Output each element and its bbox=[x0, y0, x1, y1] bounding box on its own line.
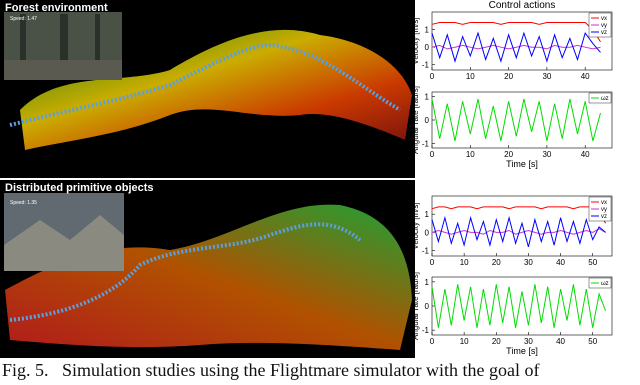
legend-box bbox=[588, 92, 612, 104]
caption: Fig. 5. Simulation studies using the Fli… bbox=[2, 360, 540, 380]
x-axis-label: Time [s] bbox=[506, 346, 538, 356]
y-tick-label: 0 bbox=[425, 228, 430, 237]
legend-label: ωz bbox=[601, 281, 609, 287]
legend-box bbox=[588, 277, 612, 289]
image-label: Forest environment bbox=[5, 2, 108, 14]
x-tick-label: 0 bbox=[430, 337, 435, 346]
y-tick-label: 0 bbox=[425, 116, 430, 125]
y-tick-label: 1 bbox=[425, 93, 430, 102]
y-axis-label: Angular rate [rad/s] bbox=[411, 272, 420, 340]
y-tick-label: 0 bbox=[425, 43, 430, 52]
legend-label: vy bbox=[601, 23, 607, 29]
y-axis-label: Velocity [m/s] bbox=[411, 202, 420, 249]
x-tick-label: 10 bbox=[460, 258, 469, 267]
objects-image bbox=[0, 180, 415, 358]
y-tick-label: -1 bbox=[422, 326, 430, 335]
x-tick-label: 10 bbox=[466, 72, 475, 81]
image-label: Distributed primitive objects bbox=[5, 182, 154, 194]
x-tick-label: 20 bbox=[492, 258, 501, 267]
y-tick-label: -1 bbox=[422, 61, 430, 70]
x-tick-label: 0 bbox=[430, 150, 435, 159]
y-tick-label: 1 bbox=[425, 26, 430, 35]
x-tick-label: 30 bbox=[524, 337, 533, 346]
legend-box bbox=[588, 196, 612, 222]
y-tick-label: 1 bbox=[425, 210, 430, 219]
x-tick-label: 0 bbox=[430, 258, 435, 267]
plot-frame bbox=[431, 276, 613, 336]
inset-speed: Speed: 1.47 bbox=[10, 16, 37, 22]
x-tick-label: 50 bbox=[588, 258, 597, 267]
legend-label: vy bbox=[601, 207, 607, 213]
x-tick-label: 30 bbox=[524, 258, 533, 267]
x-tick-label: 10 bbox=[460, 337, 469, 346]
x-tick-label: 40 bbox=[581, 72, 590, 81]
plot-frame bbox=[431, 195, 613, 257]
x-tick-label: 40 bbox=[556, 258, 565, 267]
legend-label: vx bbox=[601, 200, 607, 206]
legend-label: ωz bbox=[601, 96, 609, 102]
y-axis-label: Angular rate [rad/s] bbox=[411, 86, 420, 154]
series-line bbox=[431, 31, 601, 63]
x-tick-label: 10 bbox=[466, 150, 475, 159]
figure-graphics: Forest environment Speed: 1.47 Distributed… bbox=[0, 0, 613, 358]
series-line bbox=[431, 206, 607, 224]
x-tick-label: 20 bbox=[492, 337, 501, 346]
x-tick-label: 30 bbox=[542, 150, 551, 159]
legend-box bbox=[588, 12, 612, 38]
y-tick-label: 0 bbox=[425, 302, 430, 311]
x-tick-label: 20 bbox=[504, 150, 513, 159]
x-axis-label: Time [s] bbox=[506, 159, 538, 169]
y-axis-label: Velocity [m/s] bbox=[411, 17, 420, 64]
x-tick-label: 30 bbox=[542, 72, 551, 81]
series-line bbox=[431, 215, 606, 248]
chart-title: Control actions bbox=[489, 0, 556, 11]
legend-label: vz bbox=[601, 214, 607, 220]
x-tick-label: 20 bbox=[504, 72, 513, 81]
y-tick-label: -1 bbox=[422, 247, 430, 256]
series-line bbox=[431, 284, 607, 328]
series-line bbox=[431, 98, 601, 142]
x-tick-label: 40 bbox=[556, 337, 565, 346]
y-tick-label: -1 bbox=[422, 139, 430, 148]
forest-image bbox=[0, 0, 415, 178]
y-tick-label: 1 bbox=[425, 278, 430, 287]
legend-label: vx bbox=[601, 16, 607, 22]
plot-frame bbox=[431, 91, 613, 149]
plot-frame bbox=[431, 11, 613, 71]
x-tick-label: 50 bbox=[588, 337, 597, 346]
series-line bbox=[431, 22, 601, 43]
x-tick-label: 40 bbox=[581, 150, 590, 159]
inset-speed: Speed: 1.35 bbox=[10, 200, 37, 206]
x-tick-label: 0 bbox=[430, 72, 435, 81]
legend-label: vz bbox=[601, 30, 607, 36]
